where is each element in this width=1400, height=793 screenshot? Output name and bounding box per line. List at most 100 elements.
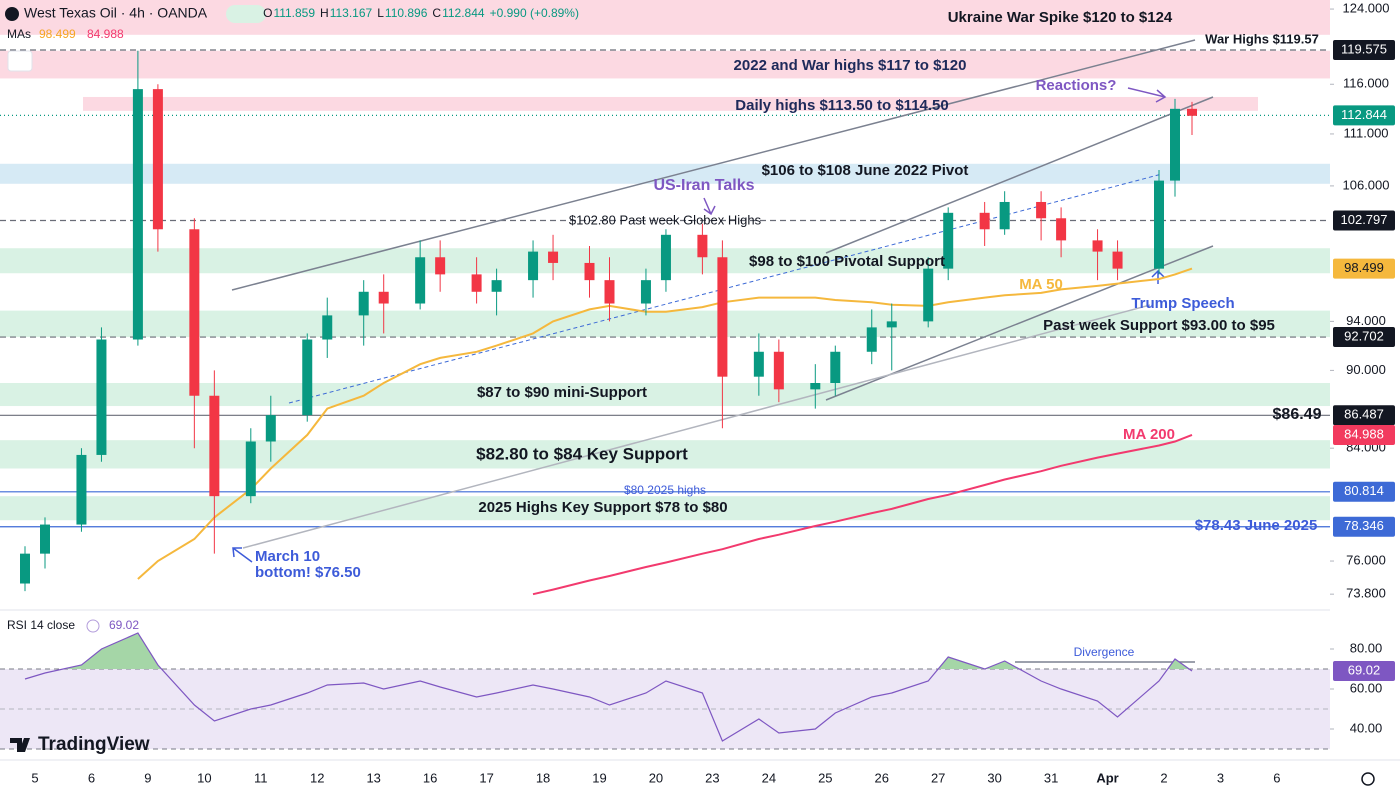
candle-body xyxy=(322,315,333,340)
zone xyxy=(83,96,1258,111)
annotation: $98 to $100 Pivotal Support xyxy=(749,253,945,270)
candle-body xyxy=(999,201,1010,230)
ohlc-label: H xyxy=(320,6,329,20)
candle-body xyxy=(943,212,954,269)
candle-body xyxy=(152,89,163,230)
annotation: March 10 xyxy=(255,548,320,565)
candle-body xyxy=(604,280,615,304)
ohlc-label: C xyxy=(432,6,441,20)
y-tick-label: 90.000 xyxy=(1346,362,1386,377)
x-tick-label: 9 xyxy=(144,770,151,785)
candle-body xyxy=(415,257,426,304)
candle-body xyxy=(548,251,559,263)
collapse-button[interactable] xyxy=(7,50,33,72)
zone xyxy=(0,0,1330,35)
x-tick-label: 25 xyxy=(818,770,832,785)
y-tick-label: 73.800 xyxy=(1346,586,1386,601)
zone xyxy=(0,163,1330,184)
price-badge xyxy=(1333,105,1395,126)
header: West Texas Oil · 4h · OANDA MAs 98.499 8… xyxy=(5,5,1375,786)
annotation: War Highs $119.57 xyxy=(1205,31,1319,46)
candle-body xyxy=(20,553,30,584)
y-tick-label: 94.000 xyxy=(1346,313,1386,328)
candle-body xyxy=(1187,108,1197,116)
annotation: Daily highs $113.50 to $114.50 xyxy=(735,97,948,114)
annotation: $78.43 June 2025 xyxy=(1195,517,1318,534)
annotation: $80 2025 highs xyxy=(624,483,706,497)
x-tick-label: 30 xyxy=(987,770,1001,785)
candle-body xyxy=(866,327,877,352)
candle-body xyxy=(660,234,671,281)
y-tick-label: 60.00 xyxy=(1350,680,1383,695)
price-badge-label: 69.02 xyxy=(1348,662,1381,677)
annotation: $82.80 to $84 Key Support xyxy=(476,444,688,463)
rsi-line xyxy=(24,632,1193,742)
price-badge xyxy=(1333,481,1395,502)
y-tick-label: 80.00 xyxy=(1350,640,1383,655)
moving-average xyxy=(532,433,1193,596)
annotation: 2025 Highs Key Support $78 to $80 xyxy=(478,499,727,516)
candle-body xyxy=(584,262,595,281)
ohlc-value: 112.844 xyxy=(442,6,485,20)
candle-body xyxy=(697,234,708,258)
symbol: West Texas Oil · 4h · OANDA xyxy=(24,5,208,21)
x-tick-label: 16 xyxy=(423,770,437,785)
logo-mark xyxy=(10,738,30,752)
candle-body xyxy=(378,291,389,304)
ohlc-value: 111.859 xyxy=(273,6,315,20)
rsi-icon xyxy=(86,619,100,633)
y-tick-label: 106.000 xyxy=(1343,177,1390,192)
annotation: Trump Speech xyxy=(1131,295,1234,312)
ohlc-label: L xyxy=(377,6,384,20)
price-badge-label: 78.346 xyxy=(1344,518,1384,533)
candle-body xyxy=(886,321,897,328)
y-tick-label: 76.000 xyxy=(1346,552,1386,567)
annotation: $106 to $108 June 2022 Pivot xyxy=(762,162,969,179)
candle-body xyxy=(1056,218,1067,241)
annotation: $87 to $90 mini-Support xyxy=(477,384,647,401)
ohlc-value: 113.167 xyxy=(330,6,373,20)
price-badge xyxy=(1333,258,1395,279)
x-tick-label: 6 xyxy=(1273,770,1280,785)
candle-body xyxy=(717,257,728,377)
price-badge-label: 92.702 xyxy=(1344,328,1384,343)
candle-body xyxy=(753,351,764,377)
x-tick-label: 6 xyxy=(88,770,95,785)
price-badge-label: 119.575 xyxy=(1341,41,1387,56)
candle-body xyxy=(471,274,482,292)
annotation: Past week Support $93.00 to $95 xyxy=(1043,317,1275,334)
annotation: Divergence xyxy=(1074,645,1135,659)
logo: TradingView xyxy=(38,734,150,755)
candle-body xyxy=(810,383,821,390)
y-tick-label: 124.000 xyxy=(1343,0,1390,15)
x-tick-label: 20 xyxy=(649,770,663,785)
annotation: $86.49 xyxy=(1273,406,1322,423)
candle-body xyxy=(189,229,200,396)
annotation: 2022 and War highs $117 to $120 xyxy=(734,57,967,74)
annotation: Ukraine War Spike $120 to $124 xyxy=(948,9,1173,26)
zone xyxy=(0,440,1330,469)
candle-body xyxy=(528,251,539,281)
settings-button[interactable] xyxy=(1361,772,1375,786)
candle-body xyxy=(1170,108,1180,181)
candle-body xyxy=(640,280,651,304)
candle-body xyxy=(1112,251,1123,269)
x-tick-label: 3 xyxy=(1217,770,1224,785)
candle-body xyxy=(132,89,143,340)
annotation: bottom! $76.50 xyxy=(255,564,361,581)
x-tick-label: 5 xyxy=(31,770,38,785)
price-badge xyxy=(1333,405,1395,426)
price-badge xyxy=(1333,40,1395,61)
legend-entry: MA 200 xyxy=(1123,426,1175,443)
status-pill xyxy=(226,5,266,23)
price-badge xyxy=(1333,516,1395,537)
price-badge xyxy=(1333,210,1395,231)
price-badge-label: 80.814 xyxy=(1344,483,1384,498)
price-badge-label: 112.844 xyxy=(1341,107,1387,122)
annotation: Reactions? xyxy=(1036,77,1117,94)
x-tick-label: 31 xyxy=(1044,770,1058,785)
candle-body xyxy=(1092,240,1103,252)
price-badge-label: 102.797 xyxy=(1341,212,1388,227)
x-tick-label: 10 xyxy=(197,770,211,785)
